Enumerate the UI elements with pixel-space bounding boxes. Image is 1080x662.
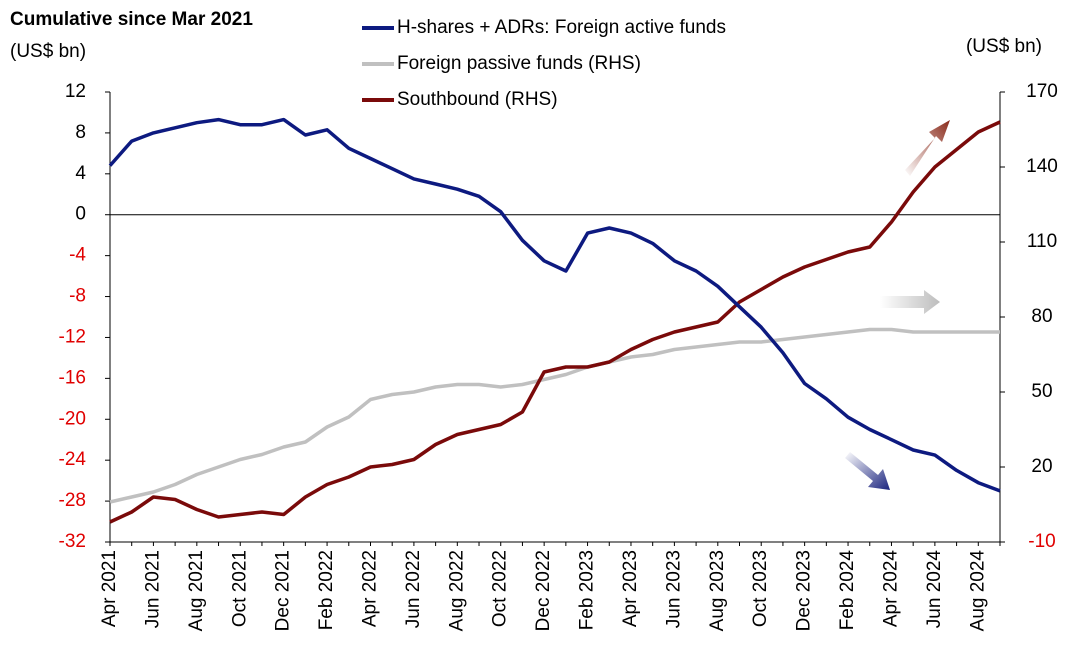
y-tick-label: -12 [59, 326, 86, 347]
y-tick-label: -32 [59, 531, 86, 552]
y-tick-label: -16 [59, 367, 86, 388]
y2-axis-label: (US$ bn) [966, 36, 1042, 57]
x-tick-label: Apr 2021 [99, 550, 120, 627]
x-tick-label: Oct 2021 [229, 550, 250, 627]
x-tick-label: Dec 2021 [273, 550, 294, 631]
series-line [109, 120, 1001, 524]
y-tick-label: 8 [75, 122, 86, 143]
series-line [109, 327, 1000, 504]
x-tick-label: Jun 2021 [142, 550, 163, 628]
y-tick-label: -28 [59, 490, 86, 511]
arrow-right [880, 290, 940, 314]
x-tick-label: Feb 2024 [837, 550, 858, 631]
y-tick-label: -8 [69, 286, 86, 307]
y2-tick-label: 50 [1031, 381, 1052, 402]
x-tick-label: Oct 2022 [490, 550, 511, 627]
legend-label: Southbound (RHS) [397, 89, 558, 110]
y-tick-label: -4 [69, 245, 86, 266]
x-tick-label: Feb 2023 [577, 550, 598, 630]
y-tick-label: -24 [59, 449, 87, 470]
y2-tick-label: 20 [1031, 456, 1052, 477]
series-line [108, 117, 1001, 493]
legend-label: H-shares + ADRs: Foreign active funds [397, 17, 726, 38]
x-tick-label: Aug 2024 [967, 550, 988, 632]
x-tick-label: Jun 2024 [924, 550, 945, 629]
x-tick-label: Apr 2023 [620, 550, 641, 627]
y-tick-label: 0 [75, 204, 86, 225]
y-tick-label: 4 [75, 163, 86, 184]
y-tick-label: -20 [59, 408, 86, 429]
chart-title: Cumulative since Mar 2021 [10, 9, 253, 30]
y-tick-label: 12 [65, 81, 86, 102]
arrow-down [845, 452, 890, 490]
x-tick-label: Aug 2021 [186, 550, 207, 631]
trend-arrows [845, 120, 950, 490]
y-axis-label: (US$ bn) [10, 41, 86, 62]
x-tick-label: Apr 2024 [880, 550, 901, 628]
x-tick-label: Jun 2023 [663, 550, 684, 628]
x-tick-label: Oct 2023 [750, 550, 771, 627]
x-tick-label: Dec 2023 [794, 550, 815, 631]
y2-tick-label: 140 [1026, 156, 1058, 177]
y2-tick-label: 80 [1031, 306, 1052, 327]
x-tick-label: Jun 2022 [403, 550, 424, 628]
arrow-up [905, 120, 950, 176]
y2-tick-label: 110 [1027, 231, 1057, 252]
x-tick-label: Apr 2022 [360, 550, 381, 627]
y2-tick-label: 170 [1026, 81, 1058, 102]
legend-label: Foreign passive funds (RHS) [397, 53, 641, 74]
x-tick-label: Aug 2022 [446, 550, 467, 631]
x-tick-label: Aug 2023 [707, 550, 728, 631]
x-tick-label: Dec 2022 [533, 550, 554, 631]
x-tick-label: Feb 2022 [316, 550, 337, 630]
y2-tick-label: -10 [1028, 531, 1055, 552]
